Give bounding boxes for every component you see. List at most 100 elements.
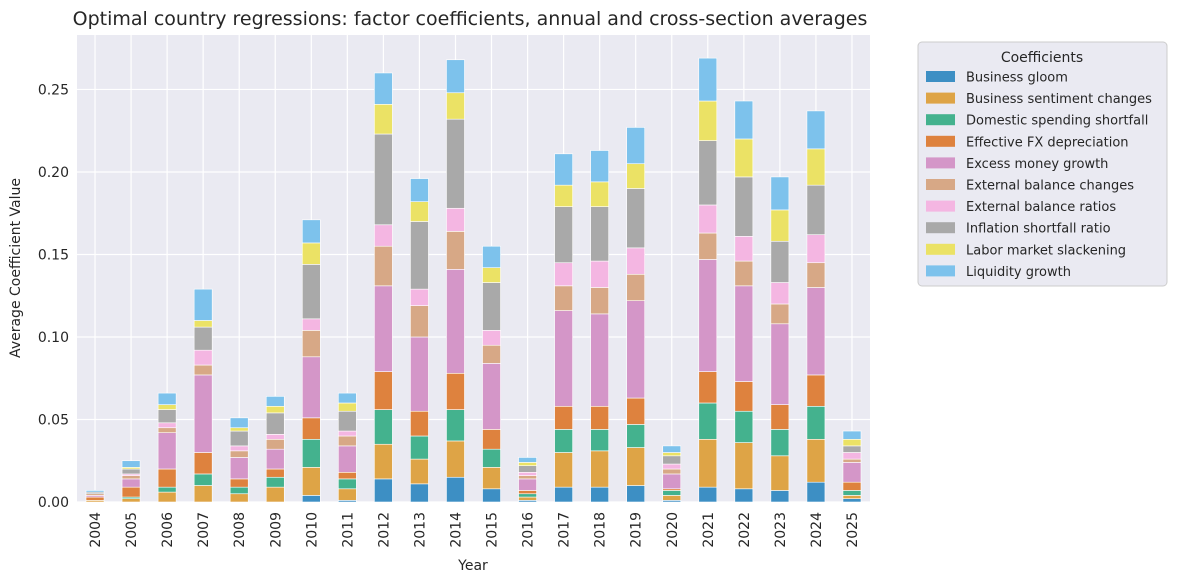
bar-segment [590,450,609,488]
bar-segment [734,236,754,262]
bar-segment [698,371,718,404]
bar-segment [374,224,393,247]
bar-segment [770,282,790,305]
bar-segment [193,452,213,475]
bar-segment [626,163,646,189]
bar-segment [229,478,249,488]
x-tick-label: 2008 [232,512,248,548]
bar-segment [374,371,393,410]
bar-segment [698,204,718,234]
legend-swatch [926,135,955,147]
bar-segment [410,410,429,437]
bar-segment [626,424,646,448]
bar-segment [842,481,862,491]
bar-segment [842,498,862,503]
bar-segment [157,409,177,424]
x-tick-label: 2005 [124,512,140,548]
y-tick-label: 0.20 [38,165,69,181]
bar-segment [626,485,646,503]
bar-segment [482,467,501,490]
bar-segment [518,471,537,476]
bar-segment [662,490,682,496]
x-tick-label: 2015 [485,512,501,548]
bar-segment [770,176,790,211]
bar-segment [698,57,718,102]
x-tick-label: 2025 [845,512,861,548]
bar-segment [662,468,682,475]
legend-entry: Effective FX depreciation [966,135,1129,150]
bar-segment [842,462,862,483]
bar-segment [842,438,862,447]
bar-segment [518,478,537,491]
bar-segment [698,438,718,488]
x-axis-label: Year [457,558,488,574]
bar-segment [301,318,321,331]
bar-segment [806,262,826,288]
bar-segment [662,495,682,501]
bar-segment [301,330,321,358]
bar-segment [770,303,790,325]
bar-segment [518,493,537,498]
legend: Coefficients Business gloom Business sent… [917,41,1168,287]
legend-entry: Excess money growth [966,157,1108,172]
bar-segment [374,133,393,226]
bar-segment [157,427,177,433]
bar-segment [265,434,285,440]
bar-segment [157,486,177,493]
bar-segment [554,206,573,264]
bar-segment [518,496,537,501]
bar-segment [770,429,790,457]
x-tick-label: 2023 [773,512,789,548]
bar-segment [446,118,465,209]
bar-segment [301,467,321,496]
bar-segment [590,260,609,288]
legend-title: Coefficients [1001,50,1083,66]
bar-segment [590,287,609,315]
bar-segment [374,409,393,445]
bar-segment [410,336,429,412]
bar-segment [410,201,429,222]
bar-segment [229,493,249,503]
bar-segment [229,427,249,432]
bar-segment [806,405,826,440]
bar-segment [338,430,357,437]
bar-segment [590,150,609,183]
x-tick-label: 2012 [376,512,392,548]
legend-swatch [926,243,955,255]
bar-segment [193,349,213,366]
bar-segment [590,313,609,407]
bar-segment [554,285,573,311]
bar-segment [446,409,465,442]
bar-segment [698,402,718,440]
bar-segment [662,452,682,457]
bar-segment [121,460,141,468]
bar-segment [193,374,213,453]
bar-segment [301,264,321,320]
legend-entry: Labor market slackening [966,243,1126,258]
bar-segment [446,440,465,478]
bar-segment [698,486,718,503]
bar-segment [806,438,826,483]
bar-segment [554,452,573,488]
bar-segment [734,442,754,490]
x-tick-label: 2019 [629,512,645,548]
bar-segment [338,402,357,412]
bar-segment [157,422,177,429]
bar-segment [482,344,501,364]
bar-segment [806,148,826,186]
bar-segment [338,435,357,447]
bar-segment [265,476,285,488]
bar-segment [410,178,429,202]
bar-segment [554,486,573,503]
bar-segment [698,140,718,206]
x-tick-label: 2017 [557,512,573,548]
bar-segment [193,326,213,351]
legend-swatch [926,71,955,82]
y-tick-label: 0.15 [38,247,69,263]
bar-segment [157,404,177,410]
legend-box [917,41,1168,287]
bar-segment [518,465,537,473]
bar-segment [734,410,754,443]
